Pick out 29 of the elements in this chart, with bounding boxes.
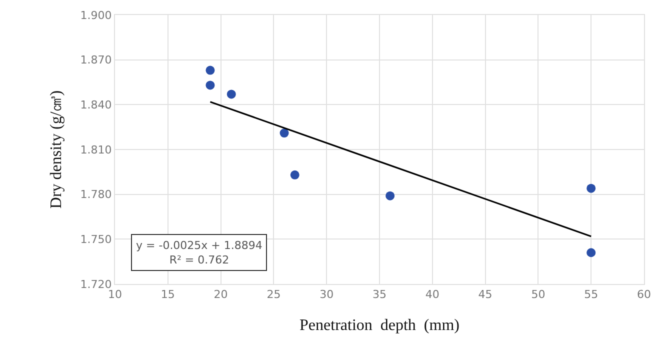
y-axis-title: Dry density (g/㎤) — [48, 90, 66, 209]
point — [290, 170, 300, 180]
x-tick-label: 40 — [425, 288, 440, 302]
x-tick-label: 35 — [372, 288, 386, 302]
x-tick-label: 55 — [584, 288, 598, 302]
point — [206, 80, 215, 90]
x-tick-label: 45 — [478, 288, 492, 302]
x-tick-label: 15 — [160, 288, 175, 302]
point — [586, 248, 596, 258]
y-tick-label: 1.840 — [80, 98, 112, 112]
y-tick-label: 1.750 — [80, 233, 112, 246]
x-tick-label: 60 — [637, 288, 651, 302]
x-tick-label: 20 — [214, 288, 228, 302]
y-tick-label: 1.720 — [80, 278, 112, 291]
point — [386, 191, 395, 200]
y-tick-label: 1.810 — [80, 143, 112, 156]
point — [226, 90, 236, 99]
y-tick-label: 1.780 — [80, 188, 112, 202]
point — [280, 128, 289, 138]
y-tick-label: 1.900 — [80, 8, 112, 22]
y-tick-label: 1.870 — [80, 54, 112, 67]
x-tick-label: 25 — [266, 288, 281, 302]
x-tick-label: 30 — [320, 288, 334, 302]
point — [206, 66, 215, 75]
x-axis-title: Penetration depth (mm) — [300, 316, 460, 334]
annotation: y = -0.0025x + 1.8894 R² = 0.762 — [136, 239, 262, 266]
point — [586, 184, 596, 193]
x-tick-label: 10 — [108, 288, 122, 302]
x-tick-label: 50 — [531, 288, 546, 302]
